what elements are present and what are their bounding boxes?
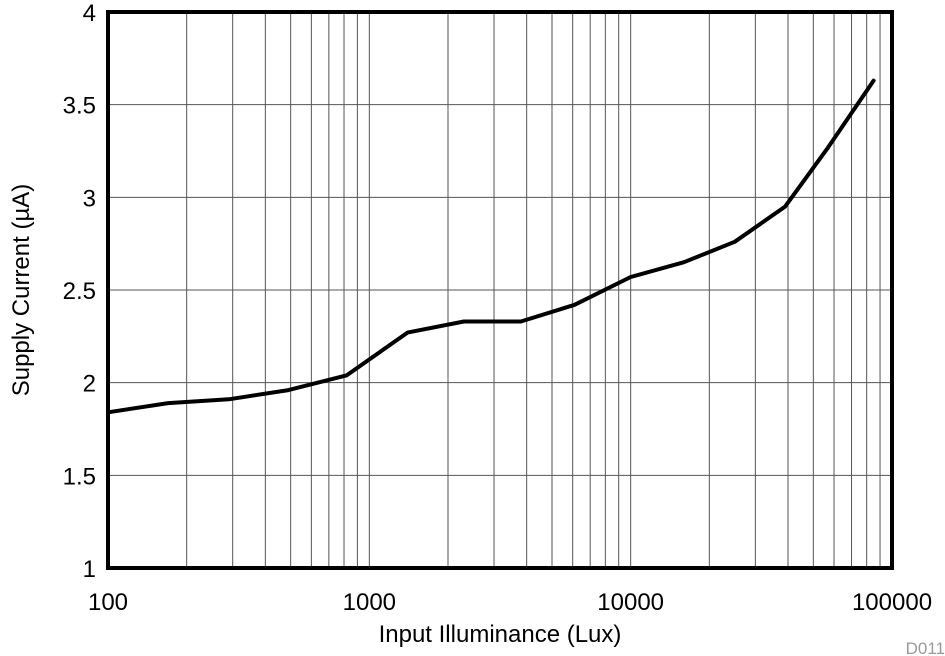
y-tick-label: 1.5 [63, 463, 96, 490]
y-tick-label: 3.5 [63, 93, 96, 120]
y-tick-label: 3 [83, 185, 96, 212]
plot-frame [106, 10, 894, 570]
y-tick-label: 2 [83, 371, 96, 398]
y-tick-labels: 1 1.5 2 2.5 3 3.5 4 [63, 0, 96, 583]
grid [108, 12, 892, 568]
x-tick-label: 100000 [852, 589, 932, 616]
x-tick-label: 10000 [597, 589, 664, 616]
x-tick-label: 1000 [343, 589, 396, 616]
series-line [106, 78, 876, 415]
y-tick-label: 1 [83, 556, 96, 583]
y-tick-label: 2.5 [63, 278, 96, 305]
x-axis-title: Input Illuminance (Lux) [379, 621, 622, 648]
y-tick-label: 4 [83, 0, 96, 27]
x-tick-labels: 100 1000 10000 100000 [88, 589, 932, 616]
x-tick-label: 100 [88, 589, 128, 616]
figure-id-annotation: D011 [906, 639, 945, 656]
y-axis-title: Supply Current (µA) [8, 184, 35, 397]
